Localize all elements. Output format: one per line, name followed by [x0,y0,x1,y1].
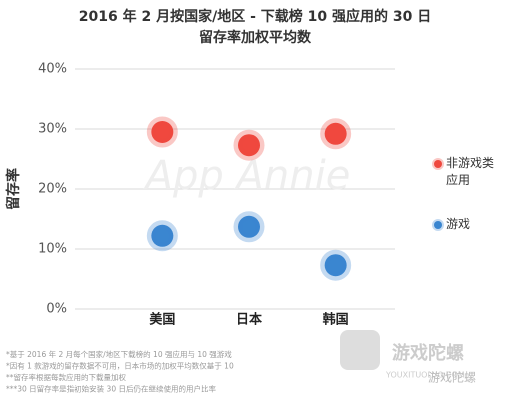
chart-title: 2016 年 2 月按国家/地区 - 下载榜 10 强应用的 30 日 [79,8,431,25]
dot [320,249,352,281]
footnote: **留存率根据每款应用的下载量加权 [6,372,126,382]
logo-url: YOUXITUOLUO.COM [385,371,465,380]
logo-icon [340,330,380,370]
watermark: App Annie [143,153,351,199]
x-tick-label: 日本 [236,312,262,328]
footnote: *基于 2016 年 2 月每个国家/地区下载榜的 10 强应用与 10 强游戏 [6,349,232,359]
y-tick-label: 20% [38,182,67,197]
dot [146,220,178,252]
legend-swatch [432,158,444,170]
chart-subtitle: 留存率加权平均数 [199,29,312,46]
legend-entry: 非游戏类应用 [446,156,495,187]
footnote: *因有 1 款游戏的留存数据不可用，日本市场的加权平均数仅基于 10 [6,361,234,371]
y-axis-label: 留存率 [5,168,22,210]
dot [320,118,352,150]
logo: 游戏陀螺 YOUXITUOLUO.COM 游戏陀螺 [340,330,476,385]
y-tick-label: 30% [38,122,67,137]
logo-name: 游戏陀螺 [392,342,464,364]
x-tick-label: 韩国 [323,312,349,328]
legend-label: 游戏 [446,217,471,231]
y-tick-label: 40% [38,62,67,77]
dot [233,129,265,161]
x-tick-label: 美国 [149,312,175,328]
dot [233,211,265,243]
y-tick-label: 10% [38,242,67,257]
y-tick-label: 0% [46,302,67,317]
legend-swatch [432,219,444,231]
footnote: ***30 日留存率是指初始安装 30 日后仍在继续使用的用户比率 [6,384,216,394]
dot [146,116,178,148]
legend-entry: 游戏 [446,217,471,231]
logo-caption: 游戏陀螺 [428,370,476,385]
legend-label: 非游戏类应用 [446,156,495,187]
